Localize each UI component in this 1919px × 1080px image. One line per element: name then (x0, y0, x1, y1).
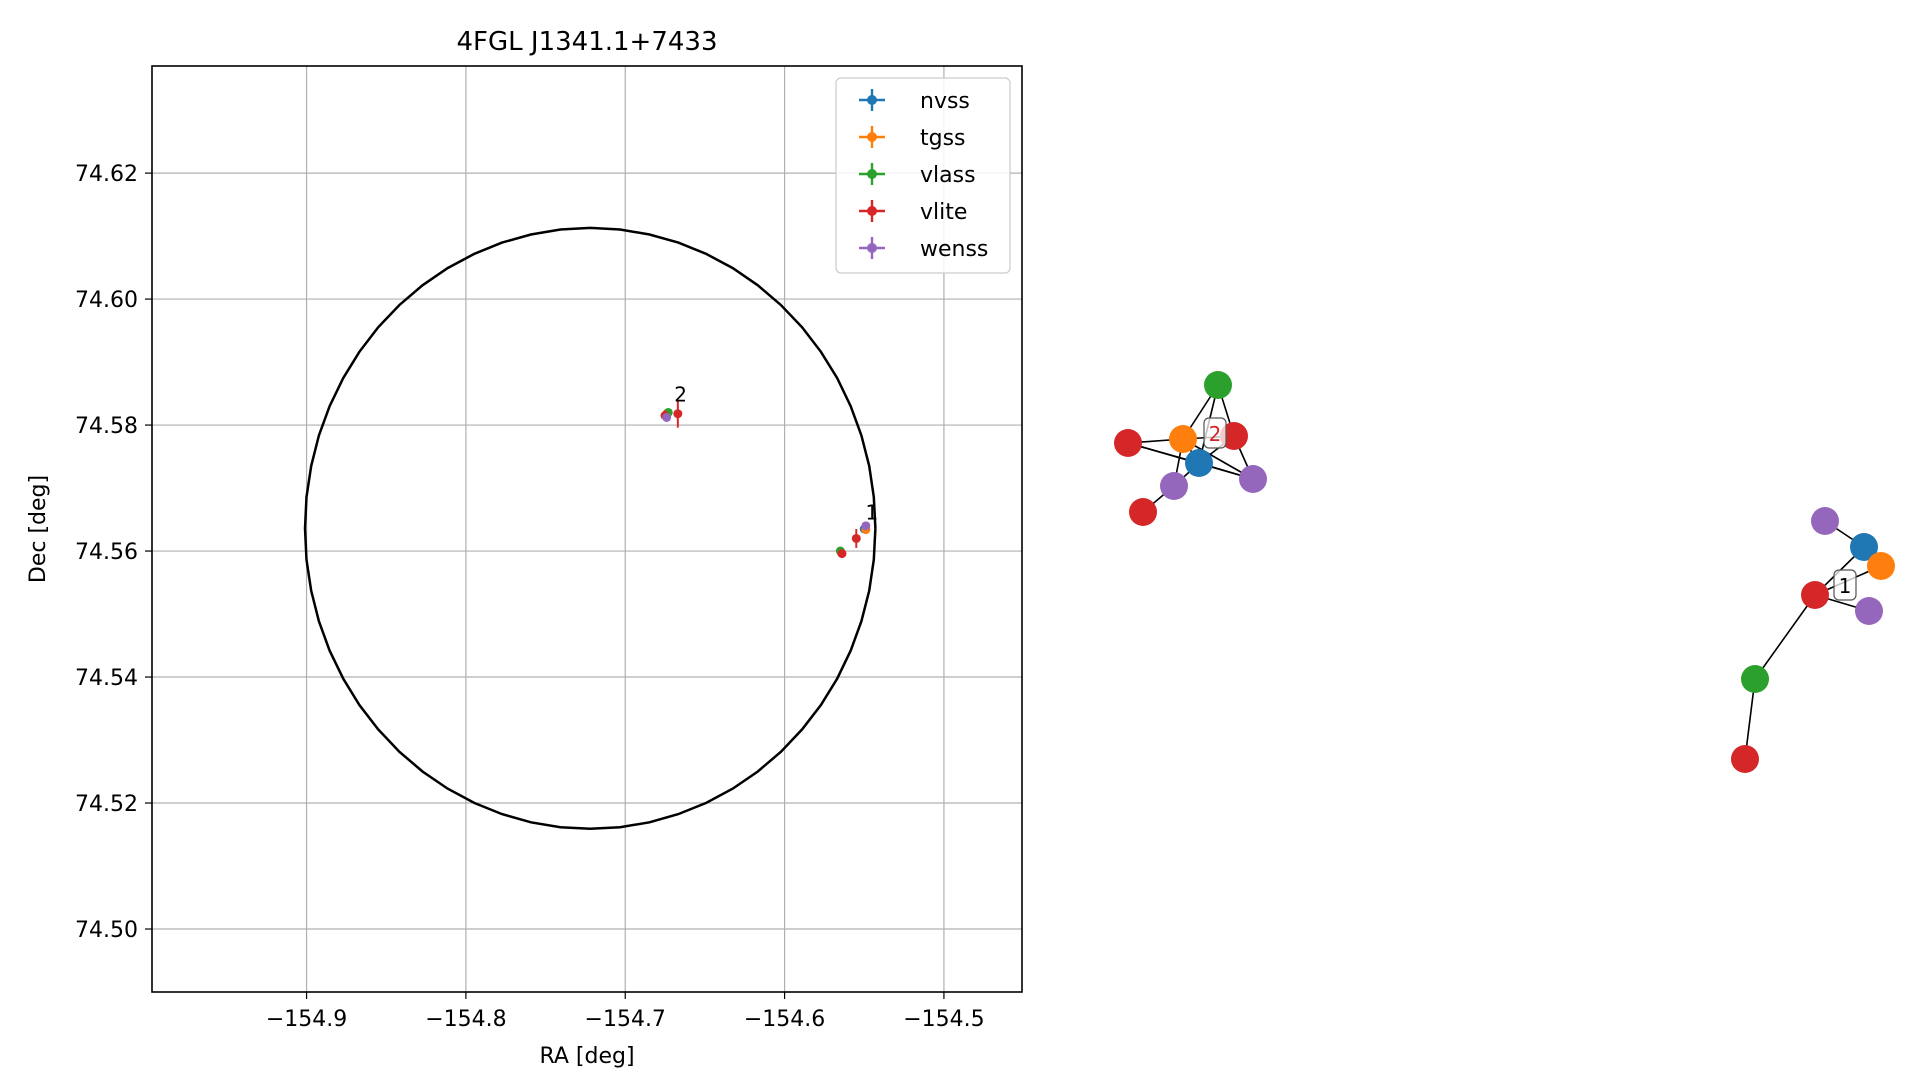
vlite-point (673, 409, 683, 419)
network-cluster: 2 (1114, 371, 1267, 526)
error-ellipse-curve (303, 226, 877, 831)
network-node (1204, 371, 1232, 399)
x-tick-label: −154.8 (425, 1007, 506, 1032)
x-tick-label: −154.7 (585, 1007, 666, 1032)
axis-ticks: −154.9 −154.8 −154.7 −154.6 −154.5 74.50 74.52… (75, 162, 985, 1032)
y-tick-label: 74.54 (75, 666, 138, 691)
legend-marker-dot (867, 169, 877, 179)
grid (152, 66, 1022, 992)
network-node (1801, 581, 1829, 609)
network-node (1855, 597, 1883, 625)
legend-marker-dot (867, 243, 877, 253)
x-axis-label: RA [deg] (539, 1044, 634, 1069)
data-points (660, 399, 871, 559)
legend-label: vlite (920, 200, 967, 225)
y-tick-label: 74.62 (75, 162, 138, 187)
legend-marker-dot (867, 95, 877, 105)
wenss-point (861, 521, 871, 531)
network-node (1239, 465, 1267, 493)
legend-box (835, 77, 1011, 274)
network-node (1169, 425, 1197, 453)
network-edge (1754, 594, 1816, 680)
legend-marker-dot (867, 132, 877, 142)
vlite-point (851, 533, 861, 543)
scatter-panel: 21 −154.9 −154.8 −154.7 −154.6 −154.574.5074… (26, 27, 1023, 1069)
network-cluster: 1 (1731, 507, 1895, 773)
y-tick-label: 74.58 (75, 414, 138, 439)
wenss-point (662, 413, 672, 423)
network-label: 2 (1209, 422, 1222, 446)
x-tick-label: −154.6 (744, 1007, 825, 1032)
network-label-box (1203, 417, 1227, 449)
network-node (1850, 533, 1878, 561)
legend-label: wenss (920, 237, 988, 262)
network-node (1731, 745, 1759, 773)
y-tick-label: 74.50 (75, 918, 138, 943)
annotations: 21 (674, 382, 878, 524)
legend-label: tgss (920, 126, 966, 151)
cluster-annotation: 2 (674, 382, 687, 406)
y-axis-label: Dec [deg] (26, 475, 51, 583)
vlite-point (837, 549, 847, 559)
chart-title: 4FGL J1341.1+7433 (457, 27, 718, 57)
legend-marker-dot (867, 206, 877, 216)
network-label: 1 (1839, 574, 1852, 598)
cluster-annotation: 1 (865, 501, 878, 525)
legend: nvss tgss vlass vlite wenss (835, 77, 1011, 274)
x-tick-label: −154.9 (266, 1007, 347, 1032)
network-node (1741, 665, 1769, 693)
y-tick-label: 74.60 (75, 288, 138, 313)
network-node (1129, 498, 1157, 526)
network-node (1220, 422, 1248, 450)
legend-label: vlass (920, 163, 976, 188)
network-node (1160, 472, 1188, 500)
x-tick-label: −154.5 (903, 1007, 984, 1032)
error-ellipse (303, 226, 877, 831)
y-tick-label: 74.56 (75, 540, 138, 565)
network-label-box (1833, 569, 1857, 601)
legend-label: nvss (920, 89, 970, 114)
network-node (1114, 429, 1142, 457)
network-panel: 21 (1114, 371, 1895, 773)
axes-frame (151, 65, 1023, 993)
network-node (1867, 552, 1895, 580)
y-tick-label: 74.52 (75, 792, 138, 817)
network-node (1185, 449, 1213, 477)
network-node (1811, 507, 1839, 535)
